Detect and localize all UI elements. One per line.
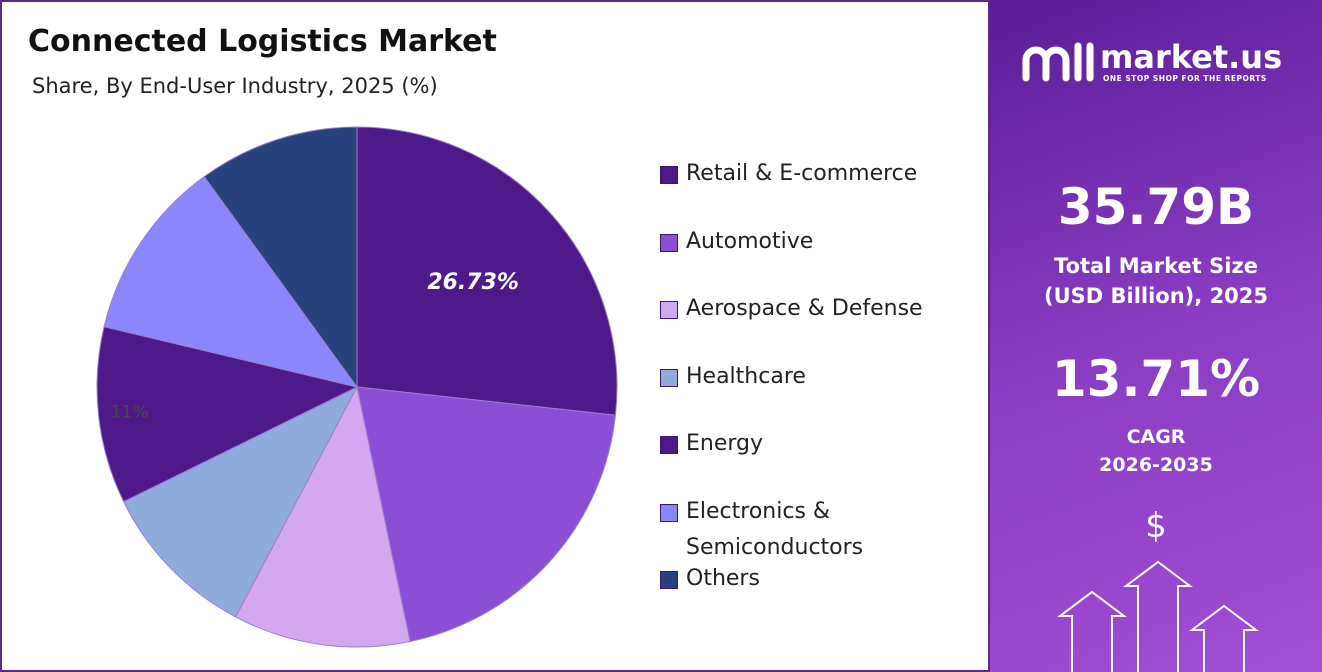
pie-slice [356, 386, 617, 643]
cagr-label: 2026-2035 [1099, 454, 1213, 476]
legend-swatch [660, 234, 678, 252]
pie-chart: 26.73% 11% [96, 126, 618, 648]
chart-title: Connected Logistics Market [28, 24, 497, 59]
market-size: 35.79B [1057, 178, 1255, 236]
pie-slice [203, 126, 358, 389]
legend-item: Automotive [660, 224, 980, 260]
legend-swatch [660, 504, 678, 522]
chart-panel: Connected Logistics Market Share, By End… [0, 0, 990, 672]
logo-icon [1022, 42, 1094, 82]
legend-item: Others [660, 561, 980, 597]
dollar-icon: $ [1145, 506, 1167, 546]
legend-item: Healthcare [660, 359, 980, 395]
legend-swatch [660, 369, 678, 387]
legend-item: Aerospace & Defense [660, 291, 980, 327]
legend-label: Automotive [686, 229, 814, 254]
market-size-label: Total Market Size [1054, 254, 1258, 278]
legend-swatch [660, 436, 678, 454]
legend-swatch [660, 571, 678, 589]
legend-label: Electronics & Semiconductors [686, 499, 864, 560]
chart-subtitle: Share, By End-User Industry, 2025 (%) [32, 74, 438, 98]
data-label: 26.73% [427, 270, 519, 295]
market-size-label: (USD Billion), 2025 [1043, 284, 1269, 308]
cagr-label: CAGR [1126, 426, 1186, 448]
legend-label: Healthcare [686, 364, 806, 389]
legend-label: Others [686, 566, 760, 591]
legend-swatch [660, 166, 678, 184]
tagline: ONE STOP SHOP FOR THE REPORTS [1103, 74, 1267, 83]
pie-slice [122, 385, 359, 618]
pie-slice [103, 175, 359, 388]
legend-label: Retail & E-commerce [686, 161, 918, 186]
legend-item: Energy [660, 426, 980, 462]
sidebar: market.us ONE STOP SHOP FOR THE REPORTS … [990, 0, 1322, 672]
arrows-decoration [1057, 560, 1259, 672]
legend-item: Electronics & Semiconductors [660, 494, 880, 566]
legend-label: Energy [686, 431, 764, 456]
data-label: 11% [111, 402, 149, 422]
legend-item: Retail & E-commerce [660, 156, 980, 192]
pie-slice [234, 385, 411, 648]
pie-slice [96, 326, 359, 503]
legend-swatch [660, 301, 678, 319]
legend-label: Aerospace & Defense [686, 296, 923, 321]
brand: market.us [1100, 38, 1283, 76]
pie-slice [356, 126, 618, 416]
cagr: 13.71% [1051, 350, 1261, 408]
